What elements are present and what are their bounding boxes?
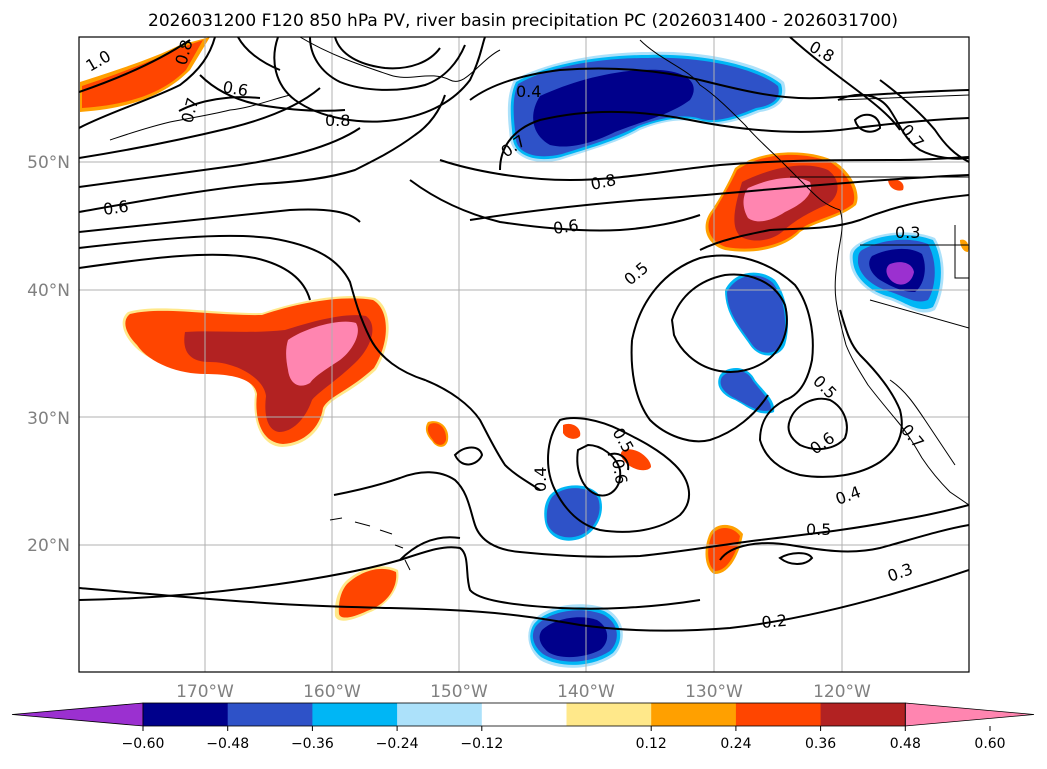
contour-labels: 1.0 0.8 0.7 0.6 0.8 0.4 0.7 0.8 0.6 0.5 … — [83, 37, 928, 632]
colorbar-tick-label: 0.48 — [890, 736, 921, 752]
colorbar-tick-label: 0.12 — [636, 736, 667, 752]
colorbar-segment — [312, 703, 398, 726]
lon-label: 150°W — [430, 682, 488, 702]
colorbar-segment — [397, 703, 483, 726]
colorbar-segment — [651, 703, 737, 726]
colorbar-segment — [227, 703, 313, 726]
contour-label: 0.3 — [895, 223, 920, 242]
colorbar-segment — [566, 703, 652, 726]
colorbar-segment — [143, 703, 229, 726]
contour-label: 0.2 — [761, 611, 788, 632]
colorbar-tick-label: −0.12 — [460, 736, 503, 752]
colorbar-tick-label: −0.60 — [122, 736, 165, 752]
contour-label: 0.8 — [325, 111, 350, 130]
lon-axis-labels: 170°W 160°W 150°W 140°W 130°W 120°W — [176, 682, 871, 702]
contour-label: 0.4 — [516, 82, 541, 101]
colorbar-segment — [820, 703, 906, 726]
colorbar-tick-label: 0.60 — [974, 736, 1005, 752]
contour-label: 0.6 — [102, 197, 130, 219]
positive-anomaly-small-2 — [563, 423, 581, 439]
contour-label: 0.6 — [552, 216, 580, 238]
contour-label: 0.4 — [531, 467, 550, 492]
lat-label: 40°N — [27, 281, 70, 301]
lon-label: 170°W — [176, 682, 234, 702]
figure-title: 2026031200 F120 850 hPa PV, river basin … — [148, 11, 898, 31]
colorbar — [11, 702, 1035, 727]
colorbar-extend-max — [904, 702, 1035, 727]
colorbar-extend-min — [11, 702, 144, 727]
lon-label: 140°W — [557, 682, 615, 702]
colorbar-ticks: −0.60 −0.48 −0.36 −0.24 −0.12 0.12 0.24 0.36 0.4… — [122, 726, 1006, 752]
colorbar-tick-label: 0.36 — [805, 736, 836, 752]
contour-label: 0.8 — [589, 170, 618, 194]
lat-label: 30°N — [27, 409, 70, 429]
coastline-hawaii — [329, 517, 411, 571]
coastline-north-america — [834, 209, 969, 506]
lat-label: 20°N — [27, 536, 70, 556]
contour-label: 0.5 — [806, 520, 831, 539]
pv-contours — [79, 37, 969, 632]
lat-axis-labels: 50°N 40°N 30°N 20°N — [27, 153, 70, 556]
colorbar-frame — [142, 702, 906, 727]
colorbar-tick-label: 0.24 — [720, 736, 751, 752]
shading-layer — [80, 37, 969, 668]
colorbar-segment — [735, 703, 822, 726]
colorbar-segment — [481, 703, 567, 726]
colorbar-tick-label: −0.24 — [376, 736, 419, 752]
coastline-aleutians — [109, 94, 291, 141]
lon-label: 120°W — [813, 682, 871, 702]
contour-label: 0.6 — [608, 457, 631, 485]
contour-label: 0.6 — [221, 77, 249, 100]
map-frame — [78, 36, 970, 673]
colorbar-tick-label: −0.36 — [291, 736, 334, 752]
lon-label: 130°W — [685, 682, 743, 702]
map-panel: 1.0 0.8 0.7 0.6 0.8 0.4 0.7 0.8 0.6 0.5 … — [78, 36, 970, 673]
lat-label: 50°N — [27, 153, 70, 173]
coastline-baja — [889, 379, 956, 466]
colorbar-tick-label: −0.48 — [206, 736, 249, 752]
lon-label: 160°W — [303, 682, 361, 702]
